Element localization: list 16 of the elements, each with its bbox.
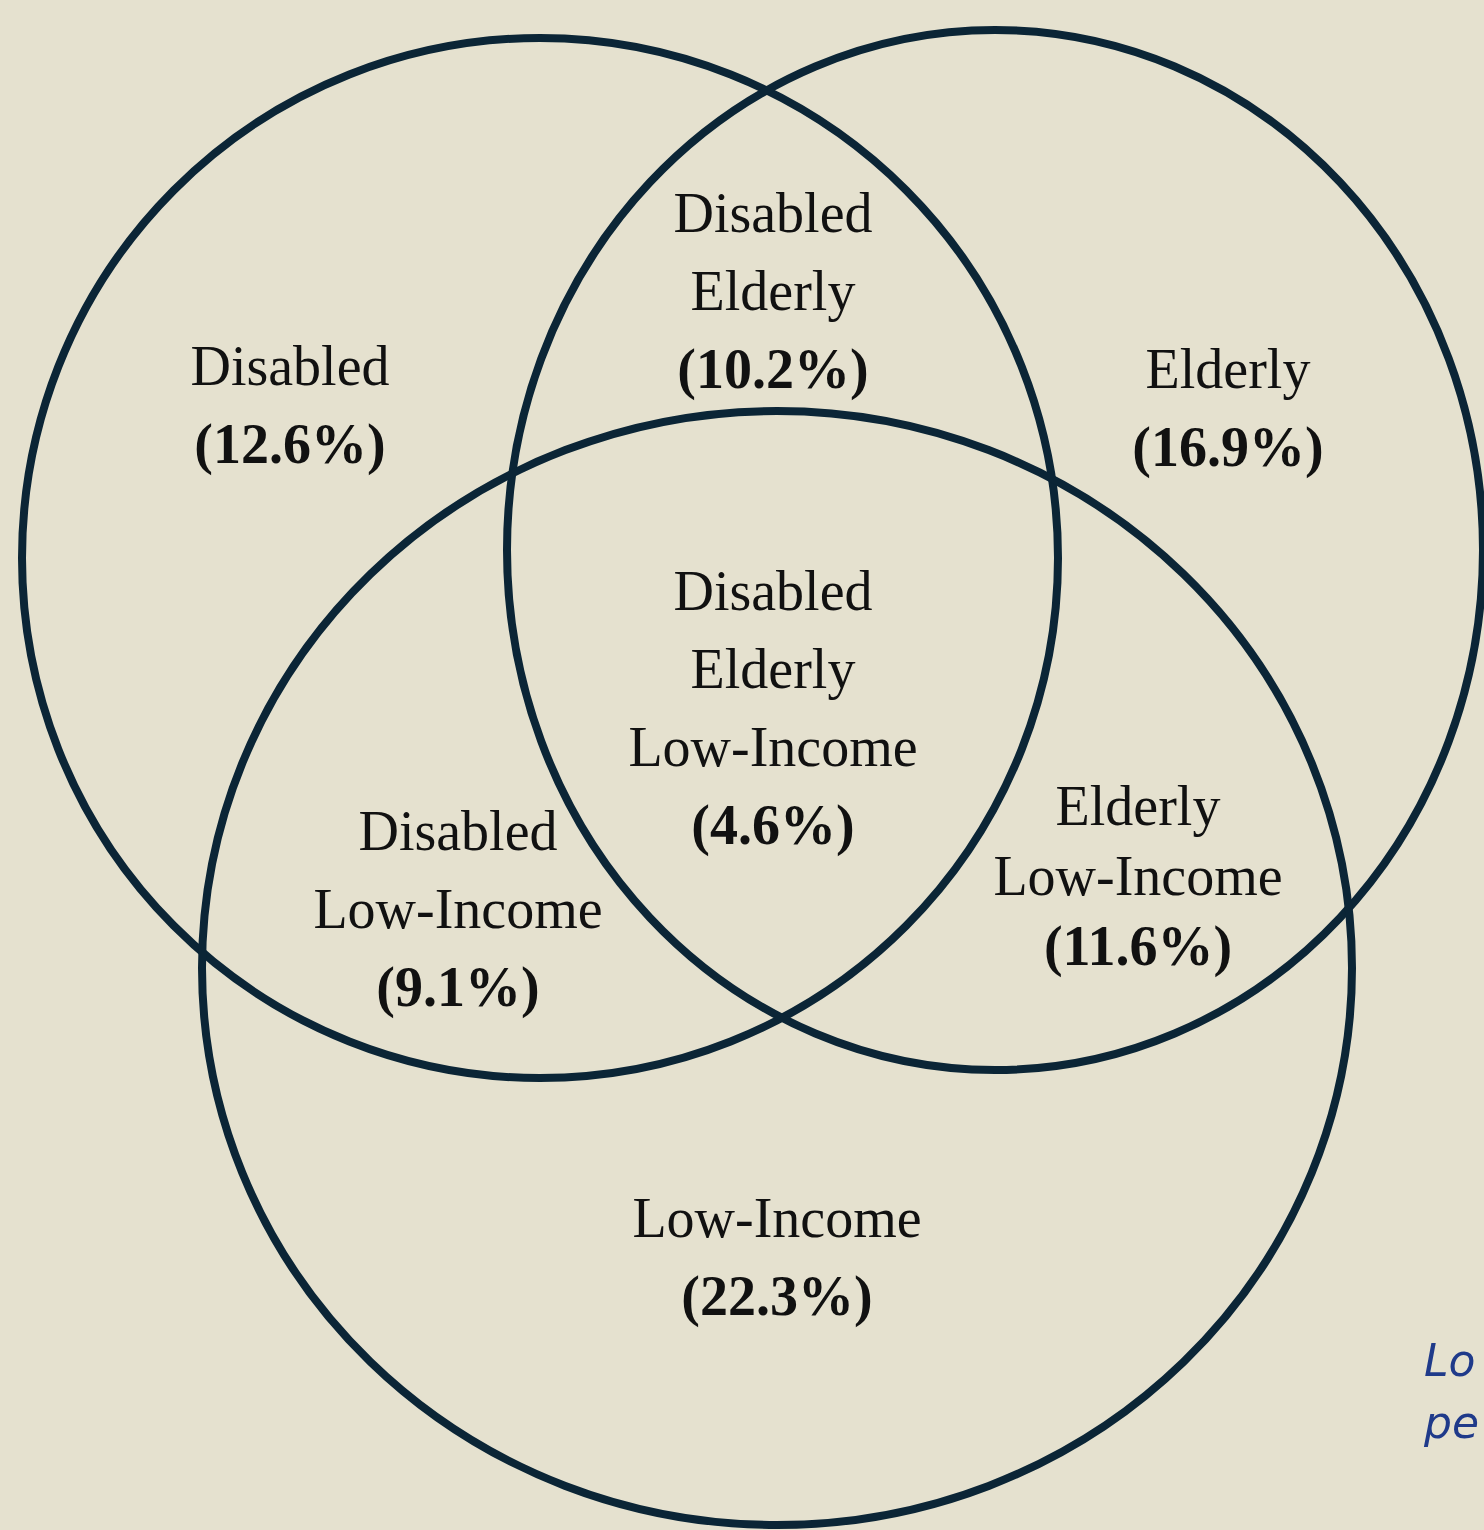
text: pe: [1423, 1397, 1479, 1448]
data-label: (16.9%): [1132, 416, 1324, 479]
category-label: Disabled Elderly: [673, 182, 873, 322]
data-label: (22.3%): [681, 1265, 873, 1328]
category-label: Disabled Elderly Low-Income: [628, 560, 918, 778]
data-label: (9.1%): [376, 956, 540, 1019]
data-label: (4.6%): [691, 794, 855, 857]
data-label: (12.6%): [194, 413, 386, 476]
category-label: Disabled: [190, 335, 390, 397]
category-label: Elderly Low-Income: [993, 775, 1283, 907]
category-label: Elderly: [1145, 338, 1311, 400]
category-label: Low-Income: [632, 1187, 922, 1249]
data-label: (10.2%): [677, 338, 869, 401]
data-label: (11.6%): [1043, 915, 1233, 978]
text: Lo: [1424, 1335, 1476, 1386]
category-label: Disabled Low-Income: [313, 800, 603, 940]
